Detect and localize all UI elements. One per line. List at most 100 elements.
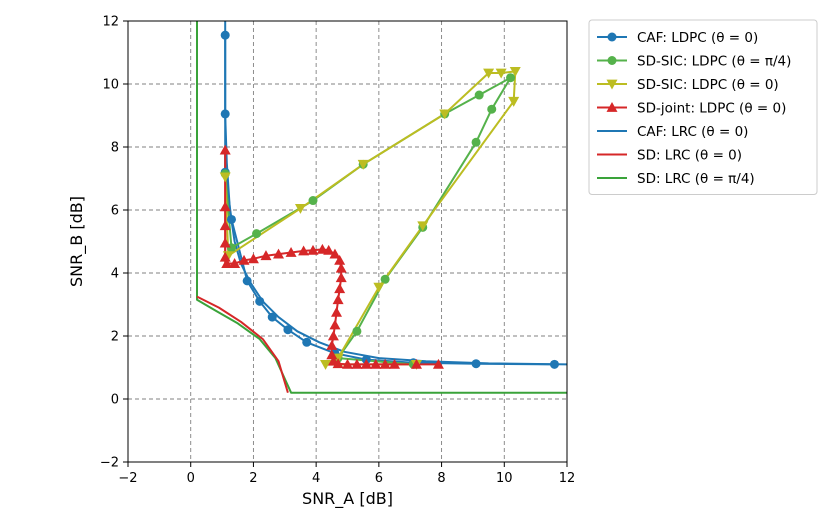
data-point-2: [509, 67, 521, 77]
data-point-3: [247, 253, 259, 264]
data-point-3: [219, 144, 231, 155]
data-point-0: [220, 109, 230, 119]
data-point-3: [335, 272, 347, 283]
data-point-3: [432, 358, 444, 369]
data-point-3: [379, 358, 391, 369]
y-axis-label: SNR_B [dB]: [67, 196, 87, 287]
y-tick-label: 2: [111, 330, 119, 345]
data-point-3: [219, 201, 231, 212]
data-point-3: [332, 294, 344, 305]
data-point-3: [273, 248, 285, 259]
data-point-3: [334, 283, 346, 294]
x-tick-label: 8: [437, 471, 445, 486]
data-point-2: [495, 68, 507, 79]
data-point-0: [220, 30, 230, 40]
legend-entry: SD-joint: LDPC (θ = 0): [637, 101, 786, 117]
data-point-3: [370, 358, 382, 369]
data-point-0: [549, 359, 559, 369]
data-point-1: [487, 104, 497, 114]
data-point-1: [471, 137, 481, 147]
series-line-2: [224, 70, 517, 366]
x-tick-label: 0: [187, 471, 195, 486]
legend-entry: SD-SIC: LDPC (θ = π/4): [637, 54, 791, 70]
data-point-2: [439, 109, 451, 120]
data-point-3: [219, 237, 231, 248]
legend-marker: [606, 79, 618, 90]
y-tick-label: 0: [111, 393, 119, 408]
x-tick-label: 6: [375, 471, 383, 486]
data-point-3: [326, 349, 338, 360]
data-point-3: [229, 258, 241, 268]
plot-frame: [127, 20, 568, 463]
data-point-3: [298, 245, 310, 256]
data-point-1: [506, 73, 516, 83]
data-point-0: [255, 296, 265, 306]
data-point-3: [410, 358, 422, 369]
x-tick-label: 12: [559, 471, 576, 486]
x-tick-label: 10: [496, 471, 513, 486]
data-point-3: [360, 358, 372, 369]
legend-entry: SD: LRC (θ = 0): [637, 148, 742, 164]
data-point-2: [373, 282, 385, 293]
data-point-0: [242, 276, 252, 286]
data-point-2: [294, 204, 306, 214]
x-tick-label: 4: [312, 471, 320, 486]
data-point-0: [302, 337, 312, 347]
series-line-4: [224, 21, 567, 366]
data-point-2: [357, 159, 369, 170]
data-point-0: [226, 214, 236, 224]
data-point-0: [267, 312, 277, 322]
ticks: −2 0 2 4 6 8 10 12 −2 0 2 4 6 8 10 12: [100, 15, 575, 487]
data-point-1: [308, 196, 318, 206]
data-point-2: [219, 172, 231, 183]
data-point-3: [260, 250, 272, 261]
y-tick-label: 8: [111, 141, 119, 156]
data-point-3: [326, 339, 338, 350]
x-axis-label: SNR_A [dB]: [302, 489, 393, 509]
data-point-1: [352, 326, 362, 336]
data-point-3: [219, 220, 231, 231]
legend-entry: CAF: LDPC (θ = 0): [637, 30, 758, 46]
y-tick-label: 4: [111, 267, 119, 282]
y-tick-label: 6: [111, 204, 119, 219]
data-point-3: [335, 262, 347, 273]
data-point-3: [285, 247, 297, 257]
legend-marker: [607, 32, 617, 42]
data-point-3: [221, 258, 233, 268]
data-point-3: [329, 248, 341, 259]
series-line-7: [196, 295, 289, 393]
legend-marker: [607, 56, 617, 65]
legend-box: [588, 19, 818, 195]
data-point-3: [351, 358, 363, 369]
x-tick-label: 2: [249, 471, 257, 486]
data-point-3: [331, 306, 343, 317]
data-point-3: [327, 330, 339, 341]
legend-entry: CAF: LRC (θ = 0): [637, 124, 748, 140]
data-point-2: [508, 96, 520, 107]
data-point-3: [389, 358, 401, 369]
marker-layer: [219, 30, 559, 370]
data-point-3: [334, 254, 346, 265]
data-point-0: [471, 359, 481, 369]
y-tick-label: 10: [102, 78, 119, 93]
legend-entry: SD: LRC (θ = π/4): [637, 171, 755, 187]
data-point-0: [283, 325, 293, 335]
legend-entry: SD-SIC: LDPC (θ = 0): [637, 77, 779, 93]
data-point-3: [329, 319, 341, 330]
data-point-2: [483, 68, 495, 79]
data-point-3: [332, 358, 344, 369]
legend-marker: [606, 102, 618, 112]
series-line-1: [224, 76, 512, 366]
data-point-2: [320, 359, 332, 370]
data-point-1: [474, 90, 484, 100]
legend: CAF: LDPC (θ = 0) SD-SIC: LDPC (θ = π/4) S…: [588, 19, 818, 195]
data-point-3: [219, 251, 231, 262]
y-tick-label: −2: [100, 456, 119, 471]
x-tick-label: −2: [118, 471, 137, 486]
data-point-1: [380, 274, 390, 284]
data-point-3: [307, 244, 319, 255]
y-tick-label: 12: [102, 15, 119, 30]
data-point-1: [252, 229, 262, 239]
series-line-6: [196, 21, 567, 394]
